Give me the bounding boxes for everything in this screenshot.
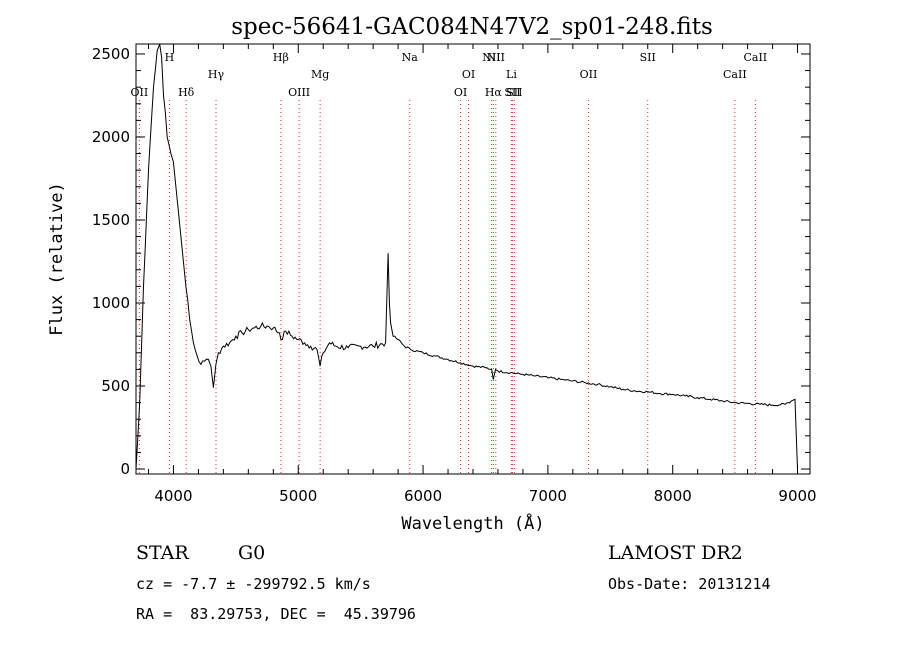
line-marker-label: Li [506,68,517,81]
x-tick-label: 5000 [279,487,317,505]
line-marker-label: SII [506,86,522,99]
spectral-line-markers [138,100,756,474]
x-axis-label: Wavelength (Å) [401,512,544,534]
line-marker-label: NII [482,51,500,64]
line-marker-label: SII [504,86,520,99]
line-marker-label: Hδ [178,86,195,99]
line-marker-label: H [165,51,175,64]
line-marker-label: Hβ [273,51,289,64]
y-tick-label: 1500 [92,211,130,229]
y-tick-label: 1000 [92,294,130,312]
x-tick-label: 4000 [154,487,192,505]
y-tick-label: 0 [120,460,130,478]
y-tick-label: 500 [101,377,130,395]
plot-frame [135,43,811,475]
x-tick-label: 8000 [654,487,692,505]
line-marker-label: CaII [743,51,767,64]
line-marker-label: Hα [485,86,503,99]
line-marker-label: OII [580,68,598,81]
coordinates: RA = 83.29753, DEC = 45.39796 [136,605,416,623]
x-tick-label: 9000 [778,487,816,505]
y-tick-label: 2500 [92,45,130,63]
object-subclass: G0 [238,542,266,564]
redshift-velocity: cz = -7.7 ± -299792.5 km/s [136,575,371,593]
observation-date: Obs-Date: 20131214 [608,575,771,593]
chart-title: spec-56641-GAC084N47V2_sp01-248.fits [231,14,713,40]
spectral-line-labels: OIIHHδHγHβOIIIMgNaOIOINIIHαNIILiSIISIIOI… [131,51,768,99]
line-marker-label: Na [402,51,419,64]
x-tick-label: 6000 [404,487,442,505]
line-marker-label: NII [487,51,505,64]
line-marker-label: SII [640,51,656,64]
x-tick-label: 7000 [529,487,567,505]
line-marker-label: CaII [723,68,747,81]
line-marker-label: OII [131,86,149,99]
y-tick-label: 2000 [92,128,130,146]
spectrum-line [135,43,798,470]
line-marker-label: OI [462,68,475,81]
line-marker-label: OIII [288,86,310,99]
line-marker-label: OI [454,86,467,99]
y-axis: 0 500 1000 1500 2000 2500 [92,45,810,478]
x-axis: 4000 5000 6000 7000 8000 9000 [147,44,817,505]
object-type: STAR [136,542,189,564]
line-marker-label: Hγ [208,68,225,81]
y-axis-label: Flux (relative) [47,182,67,336]
survey-name: LAMOST DR2 [608,542,743,564]
line-marker-label: Mg [311,68,329,81]
